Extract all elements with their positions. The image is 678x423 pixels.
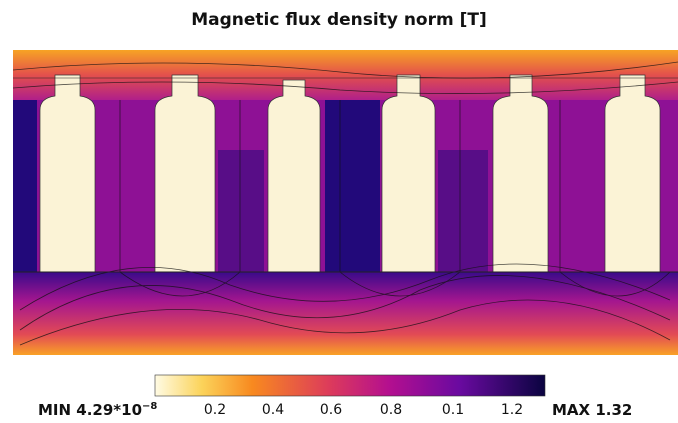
colorbar-max-label: MAX 1.32 xyxy=(552,401,633,419)
top-yoke xyxy=(13,50,678,100)
colorbar-tick-label: 0.8 xyxy=(379,402,403,418)
min-exponent: −8 xyxy=(142,401,158,412)
colorbar-tick-label: 0.2 xyxy=(203,402,227,418)
colorbar xyxy=(154,374,546,397)
bottom-yoke xyxy=(13,272,678,355)
colorbar-tick-label: 0.4 xyxy=(261,402,285,418)
title: Magnetic flux density norm [T] xyxy=(191,10,487,30)
slots xyxy=(39,74,661,273)
colorbar-tick-label: 0.1 xyxy=(441,402,465,418)
colorbar-tick-label: 1.2 xyxy=(500,402,524,418)
colorbar-tick-label: 0.6 xyxy=(319,402,343,418)
min-prefix: MIN 4.29*10 xyxy=(38,401,143,419)
streamlines xyxy=(12,61,678,346)
dark-teeth xyxy=(13,100,488,272)
colorbar-min-label: MIN 4.29*10−8 xyxy=(38,401,157,419)
